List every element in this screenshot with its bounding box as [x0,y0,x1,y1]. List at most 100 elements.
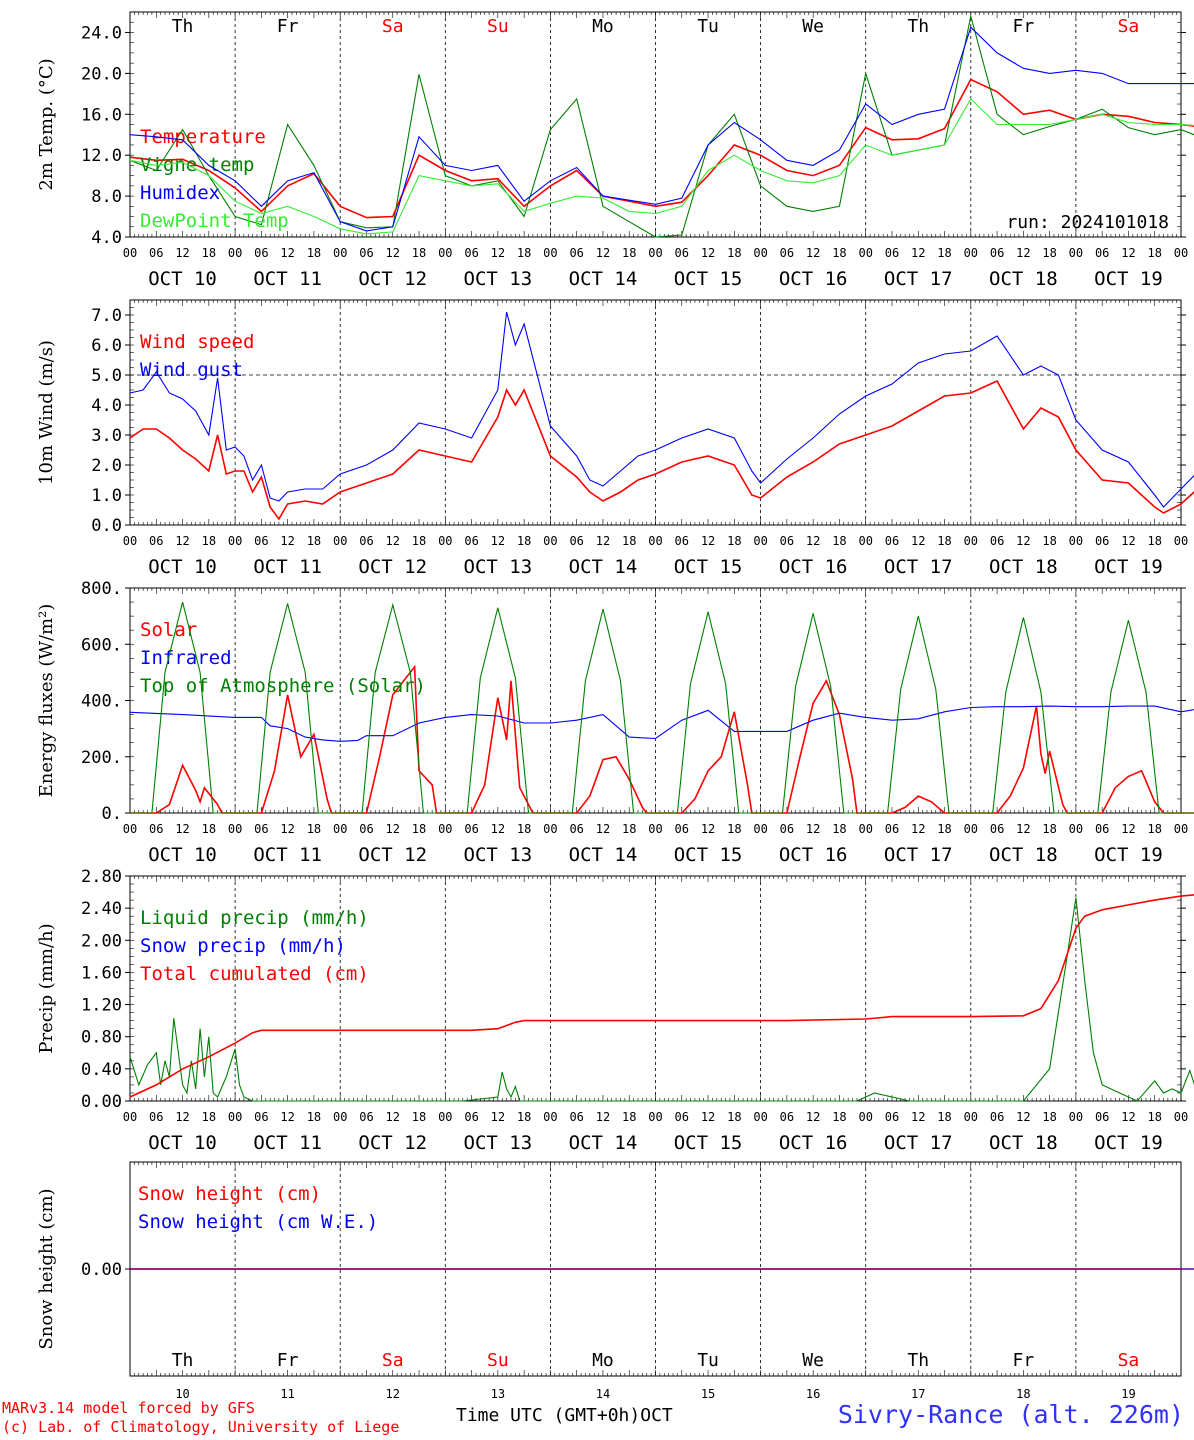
hour-tick-label: 12 [596,534,610,548]
legend-entry: Total cumulated (cm) [140,963,369,985]
date-label: OCT 13 [464,556,533,578]
hour-tick-label: 00 [648,1110,662,1124]
y-tick-label: 800. [81,579,122,599]
hour-tick-label: 18 [622,246,636,260]
day-of-week-label: Th [907,16,929,37]
hour-tick-label: 18 [832,1110,846,1124]
date-label: OCT 17 [884,844,953,866]
hour-tick-label: 06 [149,1110,163,1124]
hour-tick-label: 18 [727,246,741,260]
hour-tick-label: 18 [832,822,846,836]
y-tick-label: 20.0 [81,64,122,84]
y-tick-label: 24.0 [81,23,122,43]
hour-tick-label: 18 [937,1110,951,1124]
hour-tick-label: 00 [543,534,557,548]
date-label: OCT 19 [1094,268,1163,290]
hour-tick-label: 18 [937,534,951,548]
series-line-top-of-atmosphere-solar- [130,601,1194,814]
date-label: OCT 12 [358,556,427,578]
time-axis-label: Time UTC (GMT+0h)OCT [456,1405,673,1426]
date-label: OCT 10 [148,556,217,578]
date-label: OCT 13 [464,844,533,866]
hour-tick-label: 00 [123,534,137,548]
hour-tick-label: 06 [1095,534,1109,548]
series-line-temperature [129,78,1194,219]
hour-tick-label: 06 [990,822,1004,836]
panel-1: 4.0 8.0 12.0 16.0 20.0 24.0 2m Temp. (°C) Tempe… [36,11,1194,290]
hour-tick-label: 12 [1121,534,1135,548]
hour-tick-label: 00 [438,246,452,260]
hour-tick-label: 00 [1174,246,1188,260]
model-note: MARv3.14 model forced by GFS [2,1399,255,1417]
hour-tick-label: 12 [1016,246,1030,260]
panel-2: 0.0 1.0 2.0 3.0 4.0 5.0 6.0 7.0 10m Wind (m/s) Wi… [36,299,1194,578]
y-tick-label: 1.0 [91,486,122,506]
date-label: OCT 16 [779,556,848,578]
y-tick-label: 2.80 [81,867,122,887]
hour-tick-label: 18 [1042,822,1056,836]
y-axis-label: Energy fluxes (W/m²) [36,604,57,798]
day-number-label: 11 [280,1387,294,1400]
footer-credits: MARv3.14 model forced by GFS (c) Lab. of… [2,1399,399,1437]
legend-entry: Humidex [140,182,220,204]
hour-tick-label: 12 [175,246,189,260]
date-label: OCT 10 [148,268,217,290]
hour-tick-label: 18 [202,534,216,548]
hour-tick-label: 00 [648,534,662,548]
y-tick-label: 6.0 [91,336,122,356]
legend-entry: Top of Atmosphere (Solar) [140,675,426,697]
legend-entry: Snow precip (mm/h) [140,935,346,957]
hour-tick-label: 12 [386,1110,400,1124]
y-tick-label: 2.00 [81,931,122,951]
hour-tick-label: 00 [543,822,557,836]
hour-tick-label: 18 [517,822,531,836]
hour-tick-label: 12 [386,822,400,836]
hour-tick-label: 12 [911,822,925,836]
hour-tick-label: 00 [333,246,347,260]
hour-tick-label: 00 [438,822,452,836]
hour-tick-label: 06 [569,534,583,548]
hour-tick-label: 00 [123,822,137,836]
y-tick-label: 0.80 [81,1028,122,1048]
hour-tick-label: 06 [675,246,689,260]
hour-tick-label: 18 [412,246,426,260]
time-label: Time UTC (GMT+0h) [456,1405,641,1426]
date-label: OCT 18 [989,556,1058,578]
date-label: OCT 16 [779,844,848,866]
hour-tick-label: 06 [569,822,583,836]
hour-tick-label: 06 [464,822,478,836]
date-label: OCT 10 [148,844,217,866]
y-tick-label: 12.0 [81,146,122,166]
hour-tick-label: 06 [149,246,163,260]
hour-tick-label: 00 [648,246,662,260]
hour-tick-label: 00 [648,822,662,836]
y-tick-label: 0.00 [81,1260,122,1280]
hour-tick-label: 06 [780,822,794,836]
hour-tick-label: 18 [1147,1110,1161,1124]
hour-tick-label: 12 [1121,1110,1135,1124]
hour-tick-label: 18 [307,822,321,836]
plot-frame [129,587,1182,814]
series-line-dewpoint-temp [129,98,1194,235]
day-of-week-label: Th [172,1350,194,1371]
date-label: OCT 15 [674,556,743,578]
y-tick-label: 1.60 [81,963,122,983]
hour-tick-label: 00 [123,246,137,260]
day-of-week-label: Fr [1013,16,1035,37]
hour-tick-label: 12 [1016,534,1030,548]
y-tick-label: 0.00 [81,1092,122,1112]
hour-tick-label: 12 [175,822,189,836]
date-label: OCT 19 [1094,556,1163,578]
hour-tick-label: 06 [254,1110,268,1124]
day-of-week-label: Tu [697,16,719,37]
y-tick-label: 1.20 [81,996,122,1016]
date-label: OCT 18 [989,844,1058,866]
hour-tick-label: 00 [1069,246,1083,260]
panel-5: 0.00 Snow height (cm) Snow height (cm) Snow… [36,1161,1194,1400]
y-tick-label: 7.0 [91,306,122,326]
hour-tick-label: 12 [596,1110,610,1124]
hour-tick-label: 12 [491,822,505,836]
hour-tick-label: 18 [1147,246,1161,260]
hour-tick-label: 00 [858,534,872,548]
legend-entry: Infrared [140,647,232,669]
